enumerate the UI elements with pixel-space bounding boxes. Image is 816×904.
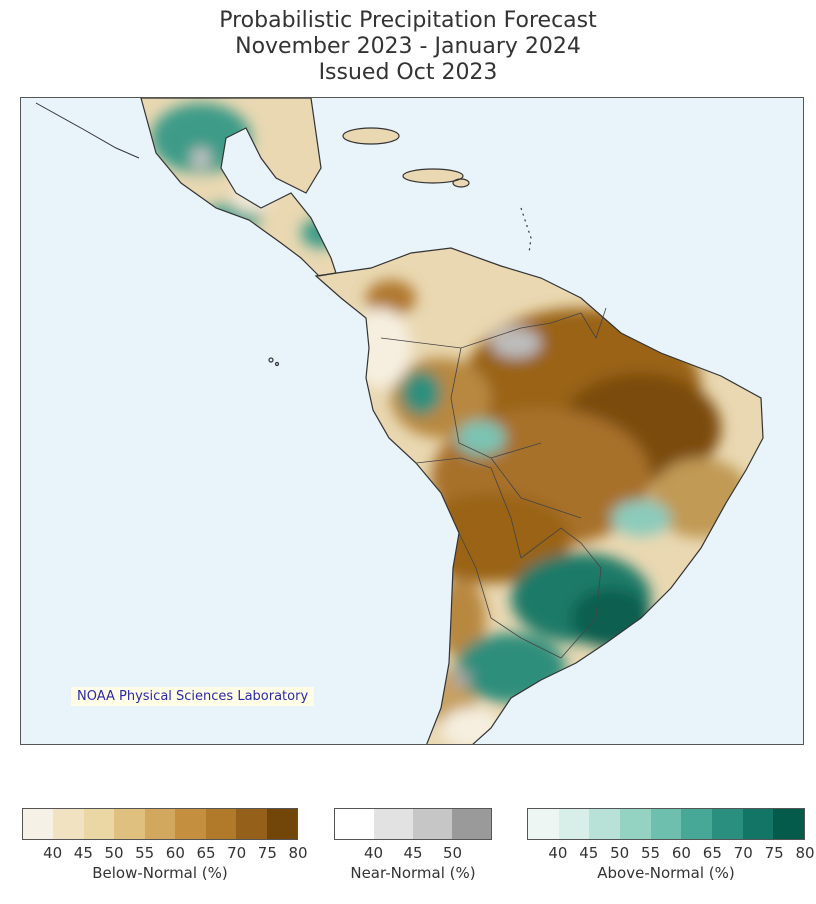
legend-near-normal: 40 45 50 Near-Normal (%) bbox=[334, 808, 492, 898]
legend-below-swatch bbox=[144, 809, 176, 839]
legend-below-tick-label: 40 bbox=[43, 844, 63, 862]
legend-below-swatch bbox=[266, 809, 297, 839]
legend-below-swatch bbox=[53, 809, 84, 839]
legend-above-tick-label: 70 bbox=[733, 844, 753, 862]
legend-below-swatch bbox=[205, 809, 237, 839]
legend-below-tick-label: 55 bbox=[135, 844, 155, 862]
title-line-2: November 2023 - January 2024 bbox=[235, 34, 581, 59]
title-line-3: Issued Oct 2023 bbox=[318, 60, 498, 85]
legend-above-tick-label: 65 bbox=[702, 844, 722, 862]
legend-near-caption: Near-Normal (%) bbox=[350, 864, 476, 882]
legend-above-swatch bbox=[558, 809, 590, 839]
legend-below-tick-label: 65 bbox=[196, 844, 216, 862]
legend-above-tick-label: 55 bbox=[641, 844, 661, 862]
legend-above-swatch bbox=[681, 809, 713, 839]
legend-below-tick-label: 70 bbox=[227, 844, 247, 862]
legend-above-tick-label: 50 bbox=[610, 844, 630, 862]
legend-near-swatch bbox=[335, 809, 374, 839]
legend-above-tick-label: 60 bbox=[671, 844, 691, 862]
legend-near-tick-label: 40 bbox=[363, 844, 384, 862]
legend-above-swatch bbox=[620, 809, 651, 839]
title-line-1: Probabilistic Precipitation Forecast bbox=[219, 8, 597, 33]
legend-below-colorbar bbox=[22, 808, 298, 840]
legend-above-swatch bbox=[650, 809, 682, 839]
legend-below-tick-label: 45 bbox=[73, 844, 93, 862]
legend-above-swatch bbox=[742, 809, 774, 839]
legend-near-tick-label: 45 bbox=[403, 844, 423, 862]
legend-below-tick-label: 75 bbox=[257, 844, 277, 862]
map-panel: NOAA Physical Sciences Laboratory bbox=[20, 97, 804, 745]
legend-above-tick-label: 75 bbox=[764, 844, 784, 862]
chart-title: Probabilistic Precipitation Forecast Nov… bbox=[0, 8, 816, 86]
legend-above-swatch bbox=[528, 809, 559, 839]
legend-near-swatch bbox=[374, 809, 413, 839]
legend-below-swatch bbox=[83, 809, 115, 839]
legend-below-normal: 40 45 50 55 60 65 70 75 80 Below-Normal (%) bbox=[22, 808, 308, 898]
legend-above-swatch bbox=[589, 809, 621, 839]
legend-above-colorbar bbox=[527, 808, 805, 840]
legend-near-colorbar bbox=[334, 808, 492, 840]
map-svg bbox=[21, 98, 803, 744]
legend-above-tick-label: 40 bbox=[548, 844, 568, 862]
legend-near-tick-label: 50 bbox=[442, 844, 463, 862]
legend-above-swatch bbox=[712, 809, 743, 839]
legend-near-swatch bbox=[452, 809, 491, 839]
credit-label: NOAA Physical Sciences Laboratory bbox=[71, 687, 315, 706]
country-borders bbox=[380, 307, 607, 659]
legend-below-swatch bbox=[175, 809, 206, 839]
legend-below-swatch bbox=[236, 809, 267, 839]
legend-above-caption: Above-Normal (%) bbox=[597, 864, 735, 882]
legend-above-swatch bbox=[773, 809, 805, 839]
legend-below-swatch bbox=[23, 809, 54, 839]
legend-near-swatch bbox=[413, 809, 452, 839]
legend-above-tick-label: 45 bbox=[579, 844, 599, 862]
legend-near-ticks: 40 45 50 bbox=[334, 840, 492, 862]
legend-below-caption: Below-Normal (%) bbox=[92, 864, 228, 882]
legend-below-tick-label: 80 bbox=[288, 844, 308, 862]
legend-below-tick-label: 60 bbox=[165, 844, 185, 862]
legend-below-ticks: 40 45 50 55 60 65 70 75 80 bbox=[22, 840, 307, 862]
legend-below-tick-label: 50 bbox=[104, 844, 124, 862]
legend-above-tick-label: 80 bbox=[795, 844, 815, 862]
coastlines bbox=[35, 98, 764, 744]
legend-above-normal: 40 45 50 55 60 65 70 75 80 Above-Normal (%) bbox=[527, 808, 815, 898]
legend-above-ticks: 40 45 50 55 60 65 70 75 80 bbox=[527, 840, 814, 862]
legend-below-swatch bbox=[114, 809, 145, 839]
